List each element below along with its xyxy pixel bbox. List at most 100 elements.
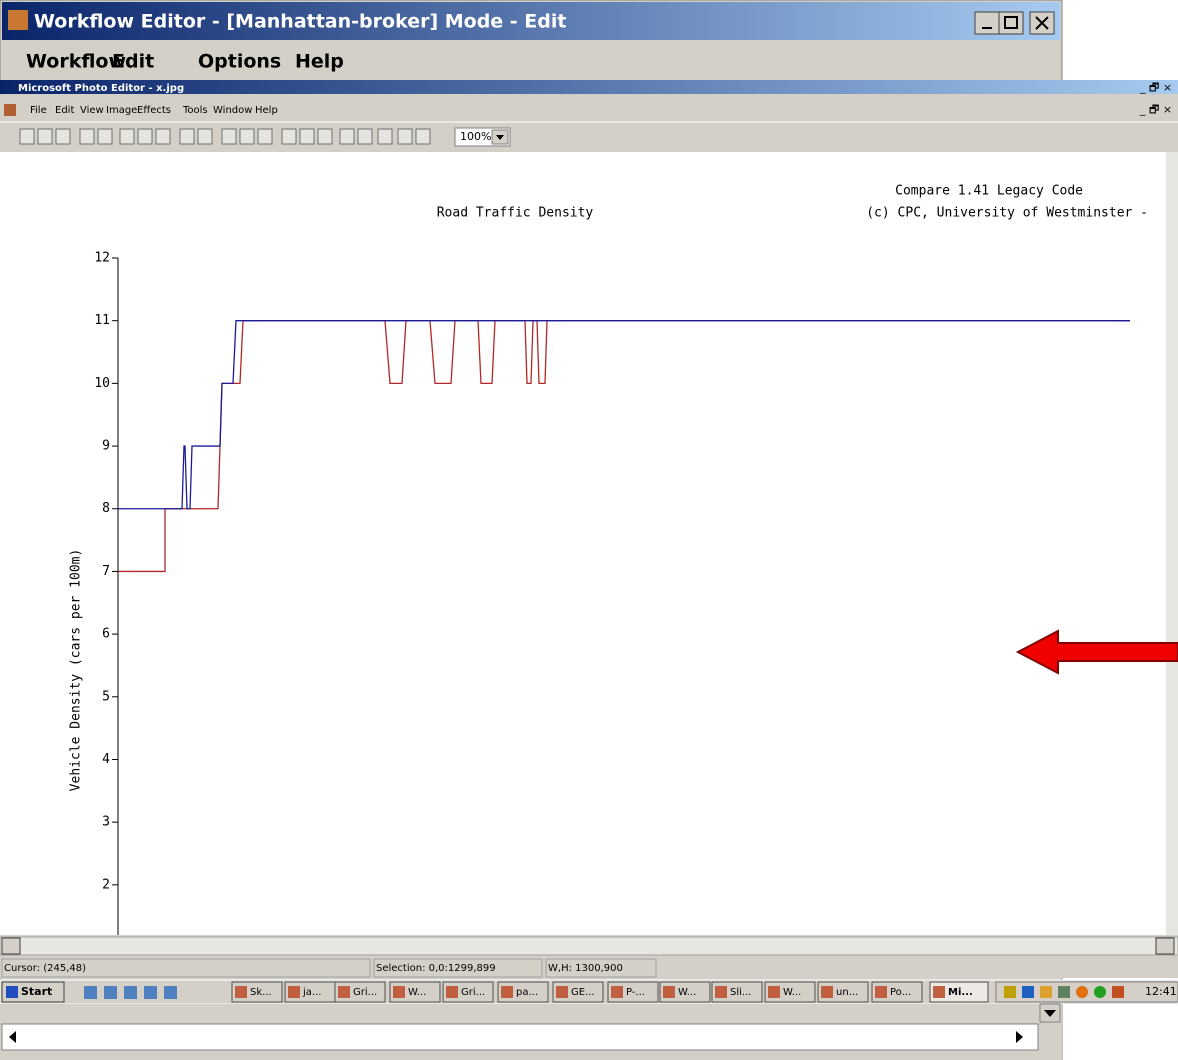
minimize-button[interactable] xyxy=(975,12,999,34)
toolbar-button[interactable] xyxy=(318,129,332,144)
icon xyxy=(715,986,727,998)
quick-launch[interactable] xyxy=(124,986,137,999)
y-tick-label: 3 xyxy=(102,815,110,830)
y-tick-label: 11 xyxy=(94,313,110,328)
taskbar-label: P-... xyxy=(626,987,645,998)
icon xyxy=(1076,986,1088,998)
window-buttons xyxy=(975,12,1054,34)
photo-editor-title: Microsoft Photo Editor - x.jpg xyxy=(18,83,184,94)
scroll-left[interactable] xyxy=(2,938,20,954)
toolbar-button[interactable] xyxy=(180,129,194,144)
icon xyxy=(6,986,18,998)
scroll-right[interactable] xyxy=(1156,938,1174,954)
toolbar-button[interactable] xyxy=(120,129,134,144)
icon xyxy=(1022,986,1034,998)
y-tick-label: 12 xyxy=(94,251,110,266)
y-tick-label: 2 xyxy=(102,877,110,892)
menu-item[interactable]: Edit xyxy=(55,105,74,116)
toolbar-button[interactable] xyxy=(240,129,254,144)
menu-item[interactable]: Help xyxy=(295,51,344,73)
canvas xyxy=(0,152,1166,935)
icon xyxy=(4,104,16,116)
icon xyxy=(1058,986,1070,998)
quick-launch[interactable] xyxy=(144,986,157,999)
y-axis-label: Vehicle Density (cars per 100m) xyxy=(69,549,84,792)
toolbar-button[interactable] xyxy=(398,129,412,144)
page: Workflow Editor - [Manhattan-broker] Mod… xyxy=(0,0,1178,1060)
toolbar-button[interactable] xyxy=(156,129,170,144)
horizontal-scrollbar[interactable] xyxy=(0,937,1178,955)
workflow-title: Workflow Editor - [Manhattan-broker] Mod… xyxy=(34,11,566,33)
icon xyxy=(556,986,568,998)
toolbar-button[interactable] xyxy=(282,129,296,144)
quick-launch[interactable] xyxy=(164,986,177,999)
menu-item[interactable]: Edit xyxy=(112,51,154,73)
toolbar-button[interactable] xyxy=(258,129,272,144)
toolbar-buttons xyxy=(20,129,430,144)
toolbar-button[interactable] xyxy=(138,129,152,144)
toolbar-button[interactable] xyxy=(38,129,52,144)
icon xyxy=(501,986,513,998)
status-text: W,H: 1300,900 xyxy=(548,963,623,974)
icon xyxy=(611,986,623,998)
icon xyxy=(1094,986,1106,998)
y-tick-label: 8 xyxy=(102,501,110,516)
taskbar-label: ja... xyxy=(302,987,321,998)
taskbar-label: Po... xyxy=(890,987,911,998)
app-icon xyxy=(8,10,28,30)
maximize-button[interactable] xyxy=(999,12,1023,34)
icon xyxy=(446,986,458,998)
icon xyxy=(338,986,350,998)
annotation: (c) CPC, University of Westminster - xyxy=(866,206,1148,221)
toolbar-button[interactable] xyxy=(20,129,34,144)
document-buttons[interactable]: _ 🗗 × xyxy=(1139,103,1172,116)
toolbar-button[interactable] xyxy=(222,129,236,144)
icon xyxy=(393,986,405,998)
taskbar-label: GE... xyxy=(571,987,595,998)
taskbar-label: Gri... xyxy=(353,987,377,998)
toolbar-button[interactable] xyxy=(98,129,112,144)
start-label: Start xyxy=(21,985,52,998)
toolbar-button[interactable] xyxy=(358,129,372,144)
icon xyxy=(933,986,945,998)
taskbar-label: un... xyxy=(836,987,858,998)
y-tick-label: 9 xyxy=(102,439,110,454)
menu-item[interactable]: Effects xyxy=(137,105,171,116)
icon xyxy=(821,986,833,998)
y-tick-label: 10 xyxy=(94,376,110,391)
icon xyxy=(235,986,247,998)
workflow-horizontal-scrollbar[interactable] xyxy=(2,1024,1038,1050)
taskbar-label: Sli... xyxy=(730,987,751,998)
y-tick-label: 5 xyxy=(102,689,110,704)
icon xyxy=(1112,986,1124,998)
toolbar-button[interactable] xyxy=(198,129,212,144)
quick-launch[interactable] xyxy=(104,986,117,999)
menu-item[interactable]: View xyxy=(80,105,104,116)
y-tick-label: 7 xyxy=(102,564,110,579)
quick-launch[interactable] xyxy=(84,986,97,999)
taskbar-label: Gri... xyxy=(461,987,485,998)
toolbar-button[interactable] xyxy=(56,129,70,144)
menu-item[interactable]: Options xyxy=(198,51,281,73)
menu-item[interactable]: Tools xyxy=(182,105,208,116)
icon xyxy=(768,986,780,998)
taskbar-label: Mi... xyxy=(948,987,973,998)
menu-item[interactable]: Help xyxy=(255,105,278,116)
annotation: Compare 1.41 Legacy Code xyxy=(895,184,1083,199)
vertical-scrollbar[interactable] xyxy=(1166,152,1178,935)
menu-item[interactable]: Window xyxy=(213,105,252,116)
toolbar-button[interactable] xyxy=(300,129,314,144)
toolbar-button[interactable] xyxy=(378,129,392,144)
toolbar-button[interactable] xyxy=(416,129,430,144)
icon xyxy=(663,986,675,998)
taskbar-label: pa... xyxy=(516,987,538,998)
menu-item[interactable]: File xyxy=(30,105,47,116)
taskbar-label: W... xyxy=(783,987,801,998)
photo-editor-menu: File Edit ViewImageEffects Tools WindowHelp xyxy=(4,104,278,116)
status-text: Cursor: (245,48) xyxy=(4,963,86,974)
toolbar-button[interactable] xyxy=(80,129,94,144)
window-buttons[interactable]: _ 🗗 × xyxy=(1139,81,1172,94)
menu-item[interactable]: Image xyxy=(106,105,137,116)
toolbar-button[interactable] xyxy=(340,129,354,144)
